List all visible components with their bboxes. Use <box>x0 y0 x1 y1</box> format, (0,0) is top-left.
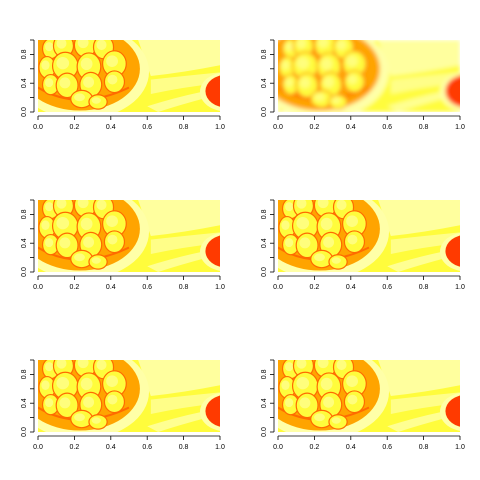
axes <box>270 199 461 280</box>
plot-panel-5: 0.0 0.2 0.4 0.6 0.8 1.0 0.0 0.4 0.8 <box>21 359 225 451</box>
x-tick-label: 0.0 <box>273 124 283 131</box>
y-tick-label: 0.0 <box>21 427 28 437</box>
x-tick-label: 0.4 <box>106 124 116 131</box>
heatmap-image <box>278 200 460 272</box>
y-tick-label: 0.4 <box>261 398 268 408</box>
x-tick-label: 0.8 <box>419 444 429 451</box>
y-tick-label: 0.4 <box>21 398 28 408</box>
x-tick-label: 0.2 <box>310 444 320 451</box>
plot-panel-3: 0.0 0.2 0.4 0.6 0.8 1.0 0.0 0.4 0.8 <box>21 199 225 291</box>
y-tick-label: 0.0 <box>261 107 268 117</box>
x-tick-label: 0.6 <box>142 284 152 291</box>
y-tick-label: 0.4 <box>261 238 268 248</box>
y-tick-label: 0.0 <box>21 107 28 117</box>
axes <box>30 199 221 280</box>
x-tick-label: 0.6 <box>382 444 392 451</box>
axes <box>30 359 221 440</box>
x-tick-label: 0.0 <box>33 124 43 131</box>
x-tick-label: 0.0 <box>273 284 283 291</box>
x-tick-label: 0.4 <box>346 284 356 291</box>
x-tick-label: 0.6 <box>142 444 152 451</box>
x-tick-label: 0.6 <box>382 284 392 291</box>
x-tick-label: 0.0 <box>33 444 43 451</box>
y-tick-label: 0.8 <box>21 209 28 219</box>
y-tick-label: 0.4 <box>21 238 28 248</box>
x-tick-label: 1.0 <box>455 444 465 451</box>
plot-panel-6: 0.0 0.2 0.4 0.6 0.8 1.0 0.0 0.4 0.8 <box>261 359 465 451</box>
heatmap-image <box>38 200 220 272</box>
y-tick-label: 0.0 <box>21 267 28 277</box>
y-tick-label: 0.4 <box>21 78 28 88</box>
y-tick-label: 0.8 <box>261 49 268 59</box>
x-tick-label: 0.8 <box>179 444 189 451</box>
y-tick-label: 0.0 <box>261 427 268 437</box>
y-tick-label: 0.0 <box>261 267 268 277</box>
x-tick-label: 0.4 <box>346 444 356 451</box>
x-tick-label: 1.0 <box>455 124 465 131</box>
heatmap-image <box>278 40 460 112</box>
plot-panel-4: 0.0 0.2 0.4 0.6 0.8 1.0 0.0 0.4 0.8 <box>261 199 465 291</box>
x-tick-label: 0.8 <box>419 124 429 131</box>
x-tick-label: 0.0 <box>33 284 43 291</box>
x-tick-label: 0.4 <box>106 284 116 291</box>
x-tick-label: 0.0 <box>273 444 283 451</box>
axes <box>270 359 461 440</box>
x-tick-label: 1.0 <box>215 444 225 451</box>
plot-panel-2: 0.0 0.2 0.4 0.6 0.8 1.0 0.0 0.4 0.8 <box>261 39 465 131</box>
x-tick-label: 0.2 <box>310 124 320 131</box>
heatmap-image <box>38 40 220 112</box>
x-tick-label: 0.6 <box>142 124 152 131</box>
x-tick-label: 0.8 <box>419 284 429 291</box>
x-tick-label: 1.0 <box>215 124 225 131</box>
y-tick-label: 0.8 <box>261 369 268 379</box>
x-tick-label: 0.8 <box>179 284 189 291</box>
x-tick-label: 0.8 <box>179 124 189 131</box>
x-tick-label: 0.4 <box>106 444 116 451</box>
y-tick-label: 0.8 <box>21 369 28 379</box>
y-tick-label: 0.4 <box>261 78 268 88</box>
axes <box>30 39 221 120</box>
x-tick-label: 1.0 <box>215 284 225 291</box>
plot-panel-1: 0.0 0.2 0.4 0.6 0.8 1.0 0.0 0.4 0.8 <box>21 39 225 131</box>
heatmap-image <box>38 360 220 432</box>
axes <box>270 39 461 120</box>
y-tick-label: 0.8 <box>21 49 28 59</box>
x-tick-label: 0.2 <box>70 444 80 451</box>
heatmap-image <box>278 360 460 432</box>
x-tick-label: 0.6 <box>382 124 392 131</box>
x-tick-label: 0.2 <box>70 284 80 291</box>
x-tick-label: 1.0 <box>455 284 465 291</box>
x-tick-label: 0.2 <box>70 124 80 131</box>
y-tick-label: 0.8 <box>261 209 268 219</box>
x-tick-label: 0.2 <box>310 284 320 291</box>
x-tick-label: 0.4 <box>346 124 356 131</box>
